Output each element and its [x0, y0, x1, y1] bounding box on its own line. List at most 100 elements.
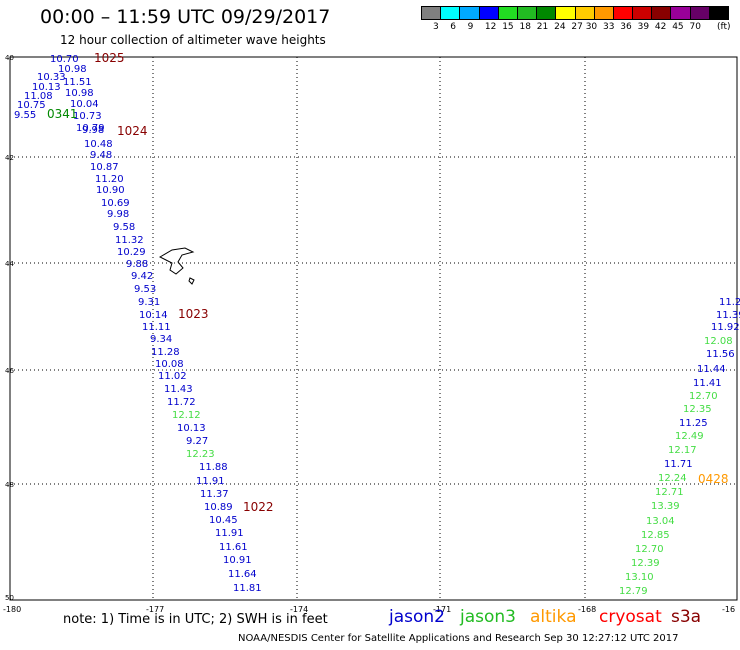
footer-note: note: 1) Time is in UTC; 2) SWH is in fe… [63, 612, 328, 627]
map-frame [9, 56, 738, 601]
track-a-wave-height: 9.98 [82, 125, 104, 136]
track-b-wave-height: 13.10 [625, 572, 654, 583]
longitude-label: -16 [722, 605, 735, 614]
track-a-wave-height: 12.23 [186, 449, 215, 460]
color-swatch [690, 7, 710, 19]
track-a-wave-height: 10.29 [117, 247, 146, 258]
color-scale-tick: 18 [519, 22, 531, 32]
pass-time-label: 0428 [698, 472, 729, 486]
color-swatch [537, 7, 557, 19]
color-swatch [556, 7, 576, 19]
track-b-wave-height: 12.17 [668, 445, 697, 456]
track-a-wave-height: 10.89 [204, 502, 233, 513]
color-swatch [441, 7, 461, 19]
color-scale-tick: 36 [620, 22, 632, 32]
pass-time-label: 1023 [178, 307, 209, 321]
track-a-wave-height: 9.27 [186, 436, 208, 447]
color-swatch [517, 7, 538, 19]
color-swatch [422, 7, 442, 19]
track-a-wave-height: 11.32 [115, 235, 144, 246]
color-scale-tick: 45 [672, 22, 684, 32]
track-a-wave-height: 10.48 [84, 139, 113, 150]
track-a-wave-height: 11.02 [158, 371, 187, 382]
color-scale-tick: 33 [603, 22, 615, 32]
track-a-wave-height: 11.64 [228, 569, 257, 580]
track-b-wave-height: 11.39 [716, 310, 740, 321]
track-b-wave-height: 11.92 [711, 322, 740, 333]
track-a-wave-height: 10.08 [155, 359, 184, 370]
track-b-wave-height: 12.70 [635, 544, 664, 555]
track-a-wave-height: 9.42 [131, 271, 153, 282]
color-scale-tick: 42 [654, 22, 667, 32]
satellite-legend-jason2: jason2 [389, 607, 445, 627]
track-a-wave-height: 10.79 [76, 123, 105, 134]
latitude-label: 46 [5, 367, 14, 375]
track-b-wave-height: 11.56 [706, 349, 735, 360]
track-a-wave-height: 11.51 [63, 77, 92, 88]
satellite-legend-s3a: s3a [671, 607, 702, 627]
track-b-wave-height: 12.24 [658, 473, 687, 484]
color-scale-tick: 39 [637, 22, 650, 32]
track-b-wave-height: 11.44 [697, 364, 726, 375]
track-a-wave-height: 9.53 [134, 284, 156, 295]
track-a-wave-height: 10.13 [177, 423, 206, 434]
track-a-wave-height: 10.98 [65, 88, 94, 99]
track-b-wave-height: 12.70 [689, 391, 718, 402]
color-swatch [671, 7, 691, 19]
track-a-wave-height: 11.37 [200, 489, 229, 500]
track-a-wave-height: 10.70 [50, 54, 79, 65]
track-a-wave-height: 10.69 [101, 198, 130, 209]
color-scale-tick: 9 [467, 22, 474, 32]
track-a-wave-height: 11.91 [215, 528, 244, 539]
color-swatch [498, 7, 518, 19]
color-swatch [479, 7, 499, 19]
credit-line: NOAA/NESDIS Center for Satellite Applica… [238, 633, 679, 644]
track-b-wave-height: 12.71 [655, 487, 684, 498]
track-a-wave-height: 9.48 [90, 150, 112, 161]
track-b-wave-height: 12.85 [641, 530, 670, 541]
track-a-wave-height: 11.11 [142, 322, 171, 333]
track-a-wave-height: 11.08 [24, 91, 53, 102]
track-b-wave-height: 11.41 [693, 378, 722, 389]
track-b-wave-height: 11.25 [679, 418, 708, 429]
color-scale-tick: 12 [484, 22, 497, 32]
longitude-label: -174 [290, 605, 308, 614]
track-a-wave-height: 11.91 [196, 476, 225, 487]
longitude-label: -171 [433, 605, 451, 614]
satellite-legend-altika: altika [530, 607, 577, 627]
longitude-label: -180 [3, 605, 21, 614]
color-scale-tick: 15 [502, 22, 514, 32]
track-a-wave-height: 12.12 [172, 410, 201, 421]
track-a-wave-height: 10.13 [32, 82, 61, 93]
track-a-wave-height: 10.87 [90, 162, 119, 173]
track-a-wave-height: 10.98 [58, 64, 87, 75]
track-a-wave-height: 11.28 [151, 347, 180, 358]
color-scale-tick: 30 [585, 22, 598, 32]
pass-time-label: 0341 [47, 107, 78, 121]
color-swatch [709, 7, 728, 19]
satellite-legend-cryosat: cryosat [599, 607, 662, 627]
page-title: 00:00 – 11:59 UTC 09/29/2017 [40, 6, 331, 28]
track-a-wave-height: 9.88 [126, 259, 148, 270]
track-a-wave-height: 10.14 [139, 310, 168, 321]
track-a-wave-height: 10.75 [17, 100, 46, 111]
track-a-wave-height: 9.55 [14, 110, 36, 121]
latitude-label: 44 [5, 260, 14, 268]
track-a-wave-height: 11.43 [164, 384, 193, 395]
track-a-wave-height: 10.45 [209, 515, 238, 526]
track-a-wave-height: 10.33 [37, 72, 66, 83]
track-a-wave-height: 10.73 [73, 111, 102, 122]
color-scale-tick: 27 [571, 22, 583, 32]
track-b-wave-height: 11.2 [719, 297, 740, 308]
color-swatch [460, 7, 480, 19]
color-scale-tick: 3 [433, 22, 439, 32]
page-subtitle: 12 hour collection of altimeter wave hei… [60, 33, 326, 47]
pass-time-label: 1022 [243, 500, 274, 514]
satellite-legend-jason3: jason3 [460, 607, 516, 627]
latitude-label: 42 [5, 154, 14, 162]
track-b-wave-height: 13.39 [651, 501, 680, 512]
track-b-wave-height: 12.39 [631, 558, 660, 569]
pass-time-label: 1025 [94, 51, 125, 65]
color-swatch [575, 7, 595, 19]
